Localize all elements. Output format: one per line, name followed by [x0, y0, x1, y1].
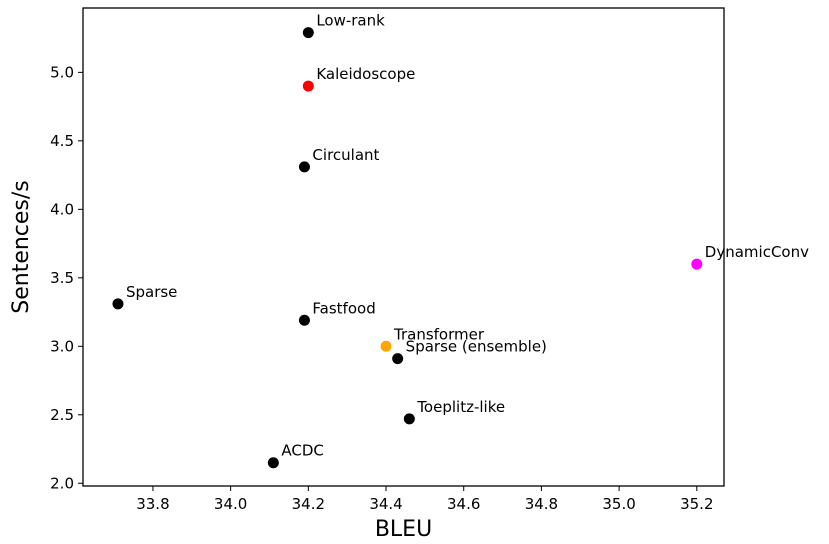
scatter-point	[403, 413, 415, 425]
point-label: Circulant	[312, 146, 379, 164]
point-label: Fastfood	[312, 299, 375, 317]
y-tick-label: 4.0	[50, 200, 74, 218]
x-tick-label: 34.6	[447, 495, 480, 513]
x-tick-label: 34.8	[525, 495, 558, 513]
scatter-point	[298, 161, 310, 173]
y-axis-label: Sentences/s	[9, 180, 34, 314]
point-label: DynamicConv	[705, 243, 809, 261]
scatter-point	[267, 457, 279, 469]
point-label: Toeplitz-like	[416, 398, 505, 416]
scatter-point	[302, 80, 314, 92]
y-tick-label: 3.0	[50, 337, 74, 355]
scatter-point	[380, 340, 392, 352]
plot-frame	[82, 7, 725, 487]
data-point-labels: Low-rank Kaleidoscope Circulant DynamicConv…	[126, 12, 809, 460]
y-tick-label: 4.5	[50, 132, 74, 150]
point-label: Transformer	[393, 325, 485, 343]
data-points	[112, 27, 703, 469]
scatter-point	[392, 353, 404, 365]
y-axis-ticks: 2.0 2.5 3.0 3.5 4.0 4.5 5.0	[50, 63, 83, 492]
point-label: Sparse	[126, 283, 177, 301]
scatter-point	[302, 27, 314, 39]
scatter-point	[112, 298, 124, 310]
x-tick-label: 35.2	[680, 495, 713, 513]
point-label: ACDC	[281, 442, 324, 460]
x-axis-ticks: 33.8 34.0 34.2 34.4 34.6 34.8 35.0 35.2	[136, 486, 714, 513]
scatter-point	[298, 314, 310, 326]
x-tick-label: 34.0	[214, 495, 247, 513]
point-label: Sparse (ensemble)	[406, 338, 547, 356]
point-label: Low-rank	[316, 12, 385, 30]
x-axis-label: BLEU	[375, 517, 432, 542]
point-label: Kaleidoscope	[316, 65, 415, 83]
scatter-point	[691, 258, 703, 270]
x-tick-label: 35.0	[602, 495, 635, 513]
y-tick-label: 5.0	[50, 63, 74, 81]
x-tick-label: 34.4	[369, 495, 402, 513]
x-tick-label: 34.2	[292, 495, 325, 513]
y-tick-label: 2.0	[50, 474, 74, 492]
y-tick-label: 3.5	[50, 269, 74, 287]
x-tick-label: 33.8	[136, 495, 169, 513]
y-tick-label: 2.5	[50, 406, 74, 424]
